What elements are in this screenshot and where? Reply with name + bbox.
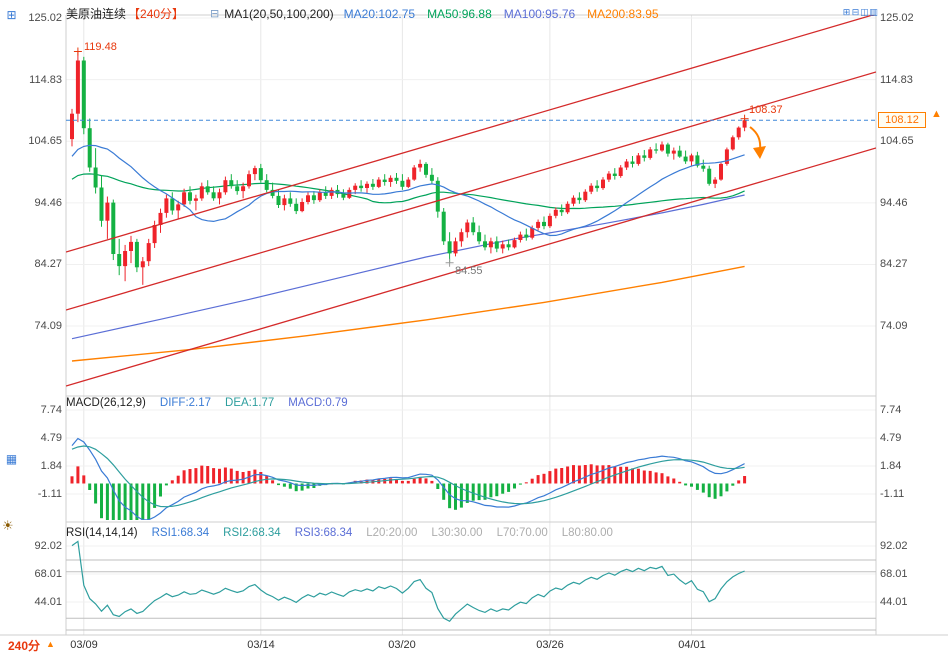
symbol-title: 美原油连续 xyxy=(66,7,127,21)
drawing-tool-icon[interactable]: ▦ xyxy=(5,452,18,466)
trendlines-layer xyxy=(66,15,876,387)
period-badge[interactable]: 240分 xyxy=(8,639,41,653)
y-axis-tick-label: 94.46 xyxy=(34,197,62,209)
indicator-settings-icon[interactable]: ☀ xyxy=(2,518,14,533)
y-axis-tick-label: 104.65 xyxy=(880,135,914,147)
y-axis-tick-label: 104.65 xyxy=(28,135,62,147)
swing-low-label: 84.55 xyxy=(455,265,483,277)
macd-dea-value: DEA:1.77 xyxy=(225,397,275,409)
layout-list-icon[interactable]: ▥ xyxy=(869,7,878,17)
ma100-value: MA100:95.76 xyxy=(503,6,576,21)
window-layout-toolbar: ⊞ ⊟ ◫ ▥ xyxy=(842,6,878,18)
y-axis-tick-label: 44.01 xyxy=(880,596,908,608)
layout-dual-icon[interactable]: ◫ xyxy=(860,7,869,17)
y-axis-tick-label: 7.74 xyxy=(40,404,62,416)
y-axis-tick-label: 74.09 xyxy=(34,320,62,332)
rsi-l20-label: L20:20.00 xyxy=(366,527,418,539)
y-axis-tick-label: 92.02 xyxy=(34,540,62,552)
y-axis-tick-label: 1.84 xyxy=(40,460,62,472)
panel-toggle-icon[interactable]: ⊞ xyxy=(6,8,17,22)
layout-split-icon[interactable]: ⊟ xyxy=(851,7,860,17)
x-axis-date-label: 03/20 xyxy=(388,639,416,651)
y-axis-tick-label: 84.27 xyxy=(34,258,62,270)
y-axis-tick-label: 125.02 xyxy=(880,12,914,24)
y-axis-tick-label: -1.11 xyxy=(37,488,62,500)
x-axis-date-label: 03/09 xyxy=(70,639,98,651)
rsi2-value: RSI2:68.34 xyxy=(223,527,281,539)
recent-high-label: 108.37 xyxy=(749,104,783,116)
legend-candle-icon[interactable]: ⊟ xyxy=(210,8,220,20)
chart-header: 美原油连续 【240分】 ⊟ MA1(20,50,100,200) MA20:1… xyxy=(66,5,671,22)
current-price-tag: 108.12 xyxy=(878,112,926,128)
y-axis-tick-label: 92.02 xyxy=(880,540,908,552)
macd-params-label: MACD(26,12,9) xyxy=(66,397,146,409)
ma20-value: MA20:102.75 xyxy=(343,6,416,21)
rsi-legend-row: RSI(14,14,14) RSI1:68.34 RSI2:68.34 RSI3… xyxy=(66,527,627,539)
macd-panel-layer xyxy=(70,437,747,520)
y-axis-tick-label: -1.11 xyxy=(880,488,905,500)
ma-group-label: MA1(20,50,100,200) xyxy=(224,6,334,21)
rsi-l30-label: L30:30.00 xyxy=(431,527,483,539)
ma50-value: MA50:96.88 xyxy=(427,6,492,21)
y-axis-tick-label: 114.83 xyxy=(880,74,913,86)
y-axis-tick-label: 44.01 xyxy=(34,596,62,608)
y-axis-tick-label: 1.84 xyxy=(880,460,902,472)
rsi3-value: RSI3:68.34 xyxy=(294,527,353,539)
y-axis-tick-label: 68.01 xyxy=(34,568,62,580)
macd-hist-value: MACD:0.79 xyxy=(288,397,348,409)
macd-legend-row: MACD(26,12,9) DIFF:2.17 DEA:1.77 MACD:0.… xyxy=(66,397,362,409)
rsi1-value: RSI1:68.34 xyxy=(151,527,210,539)
y-axis-tick-label: 4.79 xyxy=(40,432,62,444)
x-axis-date-label: 04/01 xyxy=(678,639,706,651)
pullback-arrow-icon xyxy=(749,126,762,151)
rsi-l70-label: L70:70.00 xyxy=(496,527,548,539)
ma200-value: MA200:83.95 xyxy=(587,6,659,21)
y-axis-tick-label: 68.01 xyxy=(880,568,908,580)
rsi-params-label: RSI(14,14,14) xyxy=(66,527,138,539)
layout-grid-icon[interactable]: ⊞ xyxy=(842,7,851,17)
price-up-arrow-icon: ▲ xyxy=(931,108,942,120)
y-axis-tick-label: 4.79 xyxy=(880,432,902,444)
swing-high-label: 119.48 xyxy=(84,41,117,53)
candles-layer xyxy=(70,51,747,285)
period-badge-arrow-icon: ▲ xyxy=(46,639,55,649)
grid-layer xyxy=(0,14,948,636)
period-label[interactable]: 【240分】 xyxy=(128,7,185,21)
rsi-l80-label: L80:80.00 xyxy=(561,527,613,539)
y-axis-tick-label: 114.83 xyxy=(29,74,62,86)
x-axis-date-label: 03/14 xyxy=(247,639,275,651)
x-axis-date-label: 03/26 xyxy=(536,639,564,651)
rsi-panel-layer xyxy=(66,540,876,631)
y-axis-tick-label: 94.46 xyxy=(880,197,908,209)
y-axis-tick-label: 84.27 xyxy=(880,258,908,270)
y-axis-tick-label: 7.74 xyxy=(880,404,902,416)
y-axis-tick-label: 125.02 xyxy=(28,12,62,24)
macd-diff-value: DIFF:2.17 xyxy=(159,397,212,409)
y-axis-tick-label: 74.09 xyxy=(880,320,908,332)
